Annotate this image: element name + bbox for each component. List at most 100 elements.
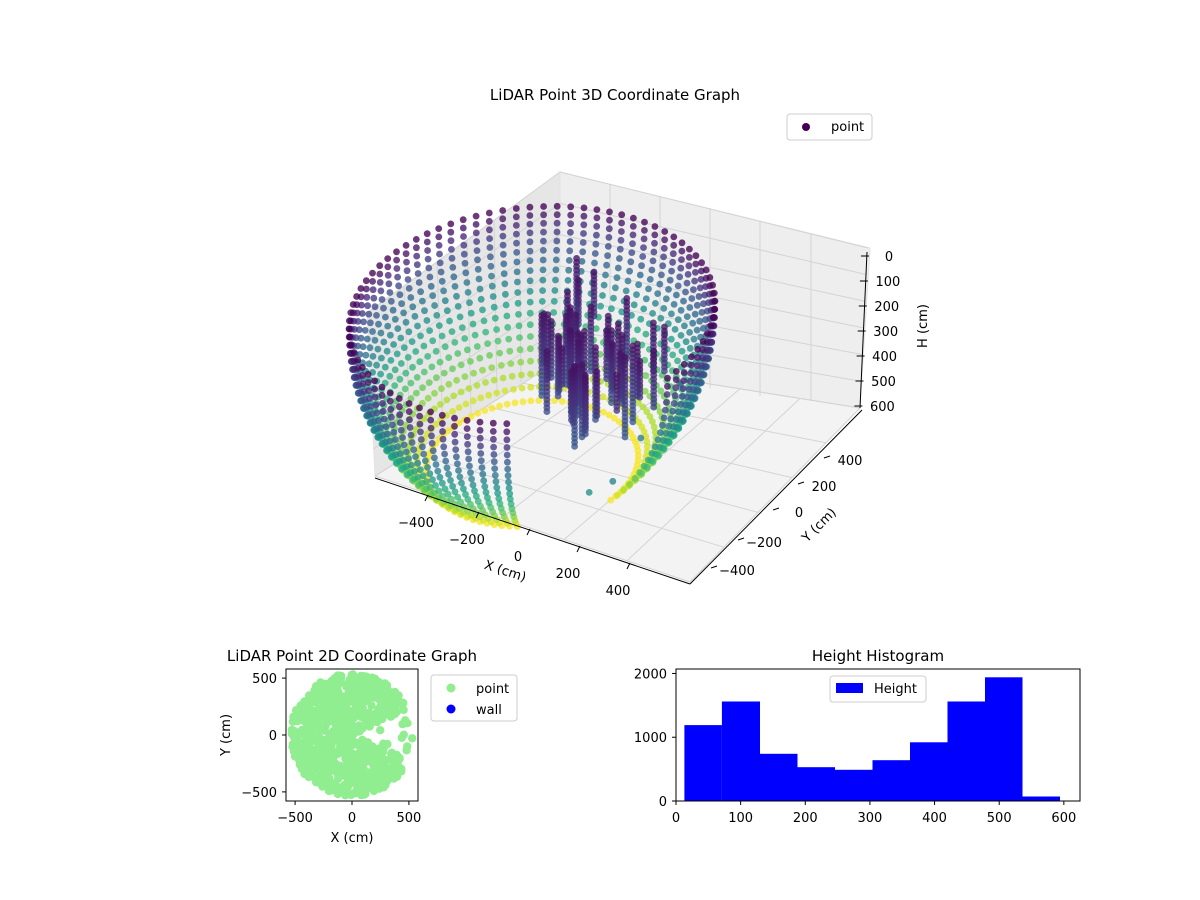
- y-tick-3d-3: [737, 537, 745, 541]
- histogram-bar-9: [1022, 796, 1060, 801]
- point-3d-294: [380, 304, 387, 312]
- point-2d-638: [374, 784, 384, 793]
- point-3d-1970: [688, 353, 695, 361]
- point-2d-635: [346, 778, 356, 788]
- point-2d-677: [382, 681, 392, 690]
- point-3d-124: [579, 239, 587, 246]
- point-3d-758: [682, 338, 690, 346]
- point-3d-1652: [387, 405, 395, 413]
- point-2d-700: [321, 692, 330, 701]
- point-3d-2089: [504, 465, 512, 473]
- grid-left-h-2: [369, 234, 561, 368]
- point-3d-78: [567, 203, 575, 211]
- point-3d-233: [486, 352, 493, 359]
- y-tick-3d-1: [797, 481, 805, 485]
- point-2d-776: [352, 763, 362, 772]
- point-3d-1367: [711, 305, 718, 313]
- point-3d-116: [514, 299, 522, 307]
- grid-back-h-1: [559, 202, 867, 276]
- point-3d-2083: [491, 465, 499, 472]
- point-3d-11: [486, 235, 493, 243]
- point-2d-729: [369, 762, 379, 771]
- point-3d-1059: [643, 438, 651, 445]
- point-2d-775: [361, 714, 371, 723]
- point-3d-436: [413, 389, 420, 397]
- point-3d-1644: [390, 428, 398, 436]
- point-3d-2002: [680, 377, 688, 384]
- point-3d-1779: [439, 492, 446, 500]
- point-3d-700: [677, 332, 685, 339]
- point-3d-17: [486, 244, 494, 251]
- point-3d-2031: [439, 420, 446, 427]
- point-3d-143: [417, 288, 424, 296]
- point-3d-206: [426, 327, 433, 334]
- point-3d-112: [565, 257, 573, 264]
- point-3d-349: [501, 387, 509, 395]
- point-3d-195: [494, 337, 502, 345]
- point-3d-2069: [479, 470, 487, 478]
- point-3d-312: [384, 322, 392, 330]
- point-3d-569: [677, 264, 685, 272]
- point-3d-1997: [679, 385, 687, 392]
- x-tick-label-hist-3: 300: [858, 811, 883, 826]
- point-3d-738: [698, 259, 705, 267]
- chart-2d: LiDAR Point 2D Coordinate Graph −500 0 500…: [219, 647, 518, 846]
- legend-3d-box: [786, 113, 873, 141]
- point-3d-328: [404, 354, 412, 361]
- point-3d-530: [665, 286, 672, 293]
- point-3d-339: [639, 253, 647, 260]
- legend-2d-marker-point: [446, 683, 456, 693]
- point-3d-1765: [402, 448, 410, 456]
- point-3d-8: [512, 213, 520, 221]
- grid-floor-a-4: [626, 398, 801, 562]
- point-3d-1834: [414, 459, 422, 467]
- point-3d-380: [651, 223, 659, 230]
- point-3d-75: [476, 285, 484, 293]
- point-3d-352: [409, 363, 416, 371]
- point-3d-2073: [463, 417, 471, 424]
- point-3d-296: [397, 334, 405, 342]
- point-3d-2042: [659, 421, 666, 429]
- point-3d-314: [416, 358, 424, 366]
- z-tick-label-3d-1: 100: [875, 275, 900, 290]
- legend-hist-label: Height: [874, 682, 917, 697]
- point-3d-10: [499, 232, 507, 240]
- point-2d-685: [358, 755, 367, 765]
- point-3d-422: [455, 404, 463, 411]
- point-3d-40: [500, 260, 508, 268]
- point-3d-448: [358, 310, 366, 317]
- point-3d-2096: [503, 451, 511, 459]
- point-3d-2072: [463, 425, 471, 432]
- point-3d-451: [381, 363, 389, 371]
- point-3d-167: [591, 250, 599, 257]
- x-axis-label-2d: X (cm): [331, 831, 374, 846]
- point-3d-2025: [471, 487, 478, 495]
- point-3d-111: [413, 244, 420, 252]
- z-tick-label-3d-4: 400: [872, 350, 897, 365]
- point-2d-768: [347, 675, 356, 685]
- point-3d-102: [426, 273, 434, 281]
- point-3d-581: [670, 301, 678, 308]
- chart-2d-title: LiDAR Point 2D Coordinate Graph: [227, 647, 477, 665]
- point-2d-746: [382, 768, 392, 777]
- point-3d-212: [398, 300, 405, 308]
- point-3d-258: [420, 342, 428, 350]
- point-3d-1994: [678, 393, 686, 400]
- point-3d-198: [516, 334, 523, 341]
- point-3d-1964: [687, 369, 695, 377]
- point-3d-441: [551, 397, 558, 405]
- point-3d-113: [427, 282, 435, 290]
- point-3d-635: [680, 297, 687, 305]
- histogram-bar-3: [797, 767, 835, 801]
- point-3d-563: [678, 239, 686, 247]
- point-2d-748: [362, 741, 371, 751]
- point-3d-1549: [384, 430, 391, 438]
- point-3d-95: [477, 295, 485, 303]
- point-3d-1859: [429, 476, 436, 484]
- point-3d-1966: [451, 488, 459, 496]
- grid-floor-b-2: [448, 429, 759, 513]
- point-3d-508: [377, 370, 384, 378]
- point-3d-242: [386, 289, 394, 296]
- point-3d-91: [438, 277, 446, 285]
- point-2d-662: [386, 701, 396, 710]
